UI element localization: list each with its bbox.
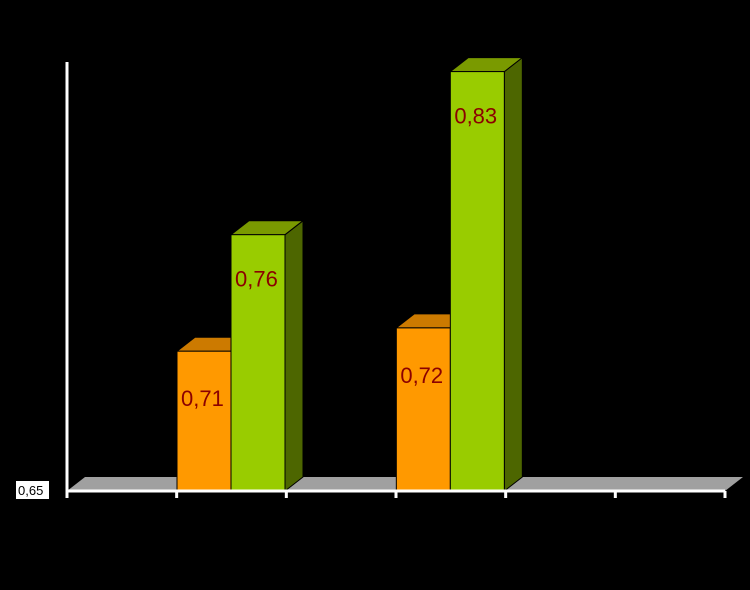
bar-front-s2-c2	[449, 71, 505, 492]
y-ticks-group: 0,65	[16, 481, 49, 499]
bar-side-s2-c1	[284, 219, 304, 493]
bar-front-s2-c1	[230, 234, 286, 492]
bar-s2-c2: 0,83	[448, 56, 524, 493]
bar-s2-c1: 0,76	[229, 219, 305, 493]
data-label-s1-c2: 0,72	[400, 363, 443, 388]
bars-group: 0,71 0,76 0,72 0,83	[175, 56, 524, 493]
data-label-s2-c1: 0,76	[235, 267, 278, 292]
bar-front-s1-c2	[395, 327, 451, 492]
x-ticks-group	[65, 491, 727, 498]
bar-front-s1-c1	[176, 350, 232, 492]
y-tick-label-bg-0	[16, 481, 49, 499]
data-label-s2-c2: 0,83	[454, 104, 497, 129]
y-tick-label-0: 0,65	[18, 483, 43, 498]
data-label-s1-c1: 0,71	[181, 386, 224, 411]
bar-side-s2-c2	[503, 56, 523, 493]
